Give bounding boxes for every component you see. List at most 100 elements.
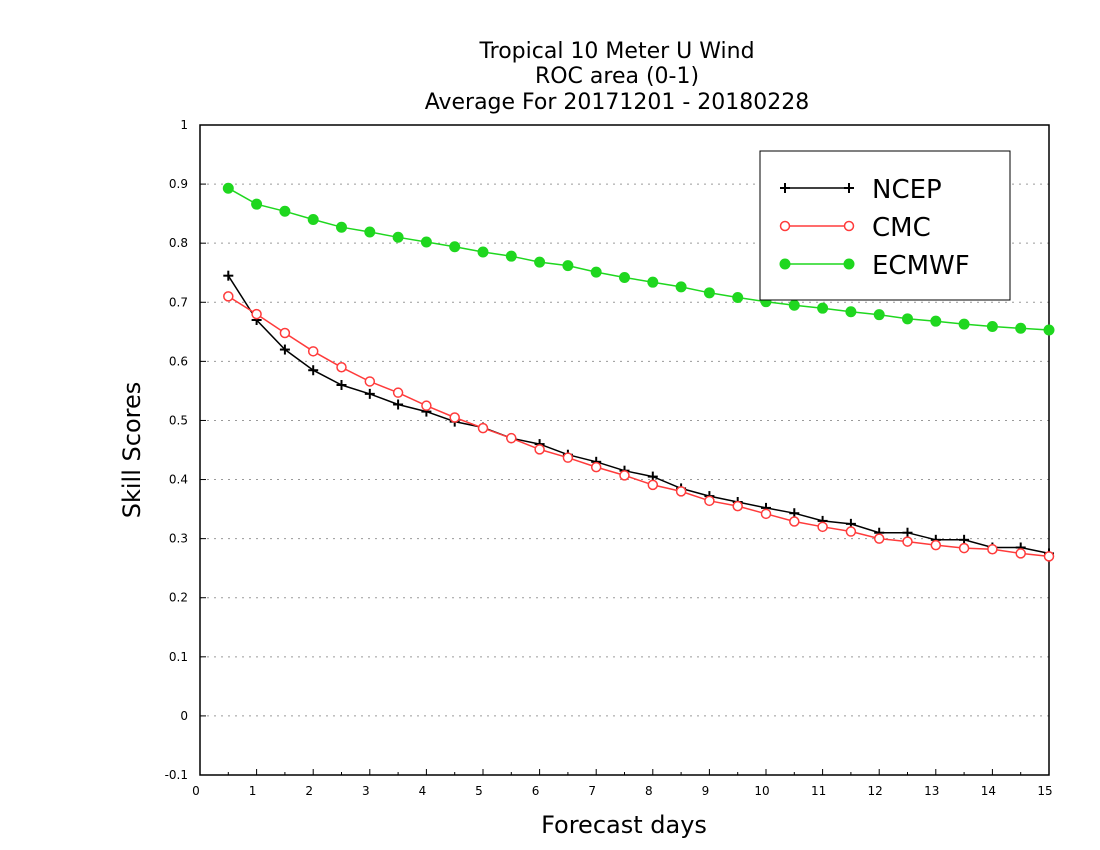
x-tick-label: 13 [924,784,939,798]
data-point-cmc [789,516,800,527]
legend-marker [844,183,854,193]
data-point-ncep [279,344,290,355]
data-point-cmc [449,412,460,423]
data-point-cmc [534,444,545,455]
data-point-ecmwf [420,236,432,248]
data-point-ecmwf [788,299,800,311]
data-point-cmc [619,470,630,481]
data-point-cmc [930,539,942,551]
data-point-cmc [987,544,998,555]
y-tick-label: 0.4 [169,473,188,487]
data-point-ecmwf [590,266,602,278]
series-line-ncep [227,275,1050,555]
data-point-cmc [902,536,913,547]
data-point-ecmwf [902,313,913,325]
data-point-cmc [760,508,772,520]
legend-item-ecmwf: ECMWF [779,251,970,281]
series-layer [222,182,1055,562]
x-tick-label: 7 [588,784,596,798]
series-ncep [223,270,1054,559]
x-tick-label: 15 [1037,784,1052,798]
data-point-cmc [958,542,970,554]
data-point-ecmwf [675,281,687,293]
legend-marker [780,183,790,193]
data-point-ecmwf [647,276,659,288]
data-point-ecmwf [449,241,461,253]
y-axis: -0.1 0 0.1 0.2 0.3 0.4 0.5 0.6 0.7 0.8 0.9 1 [165,118,206,782]
x-tick-label: 14 [981,784,996,798]
x-tick-label: 1 [249,784,257,798]
x-tick-label: 6 [532,784,540,798]
x-axis: 0 1 2 3 4 5 6 7 8 9 10 11 12 13 14 15 [192,769,1053,798]
data-point-ecmwf [364,226,376,238]
data-point-ecmwf [845,306,857,318]
x-tick-label: 11 [811,784,826,798]
data-point-ncep [336,380,347,390]
data-point-ecmwf [336,221,347,233]
y-tick-label: 0.2 [169,591,188,605]
legend-item-cmc: CMC [779,213,931,243]
data-point-cmc [1015,548,1026,559]
data-point-cmc [279,327,291,339]
data-point-cmc [675,486,687,497]
chart-title-line-3: Average For 20171201 - 20180228 [425,90,810,115]
data-point-cmc [392,387,404,398]
series-ecmwf [222,182,1055,336]
data-point-ecmwf [477,246,489,258]
y-axis-label: Skill Scores [118,382,146,519]
x-tick-label: 2 [305,784,313,798]
data-point-ecmwf [703,287,715,299]
data-point-cmc [421,400,432,411]
data-point-ecmwf [1043,324,1055,336]
legend-marker [843,258,855,270]
legend-marker [779,258,791,270]
chart-title-line-2: ROC area (0-1) [535,64,699,89]
data-point-cmc [732,500,743,512]
data-point-ncep [393,399,404,410]
data-point-cmc [647,479,659,491]
data-point-ecmwf [817,302,829,314]
data-point-ncep [364,388,375,399]
series-cmc [223,291,1055,562]
data-point-ecmwf [986,321,998,332]
series-line-cmc [227,295,1050,558]
y-tick-label: 0.8 [169,236,188,250]
data-point-cmc [477,422,489,434]
legend: NCEP CMC ECMWF [759,150,1011,301]
x-tick-label: 4 [419,784,427,798]
data-point-cmc [562,452,574,463]
chart-title-line-1: Tropical 10 Meter U Wind [478,39,754,64]
y-tick-label: 0.9 [169,177,188,191]
x-tick-label: 5 [475,784,483,798]
y-tick-label: 0.6 [169,354,188,368]
legend-label: NCEP [872,175,942,205]
data-point-cmc [336,362,347,373]
data-point-ecmwf [307,214,319,226]
x-tick-label: 3 [362,784,370,798]
data-point-cmc [873,533,885,544]
y-tick-label: 0.1 [169,650,188,664]
chart-title: Tropical 10 Meter U Wind ROC area (0-1) … [425,39,810,115]
legend-label: CMC [872,213,931,243]
data-point-cmc [817,521,828,533]
data-point-ncep [308,365,319,376]
data-point-ncep [902,527,913,538]
x-tick-label: 9 [702,784,710,798]
x-tick-label: 8 [645,784,653,798]
data-point-ecmwf [534,256,546,268]
data-point-ecmwf [930,315,942,327]
y-tick-label: 0.5 [169,413,188,427]
y-tick-label: 1 [180,118,188,132]
legend-item-ncep: NCEP [780,175,942,205]
x-tick-label: 10 [754,784,769,798]
data-point-ecmwf [873,309,885,321]
legend-marker [779,220,791,232]
y-tick-label: -0.1 [165,768,188,782]
x-tick-label: 12 [868,784,883,798]
data-point-ecmwf [619,271,630,283]
x-tick-label: 0 [192,784,200,798]
y-tick-label: 0.3 [169,532,188,546]
data-point-ncep [223,270,234,281]
x-axis-label: Forecast days [541,811,707,839]
data-point-ecmwf [392,231,404,243]
